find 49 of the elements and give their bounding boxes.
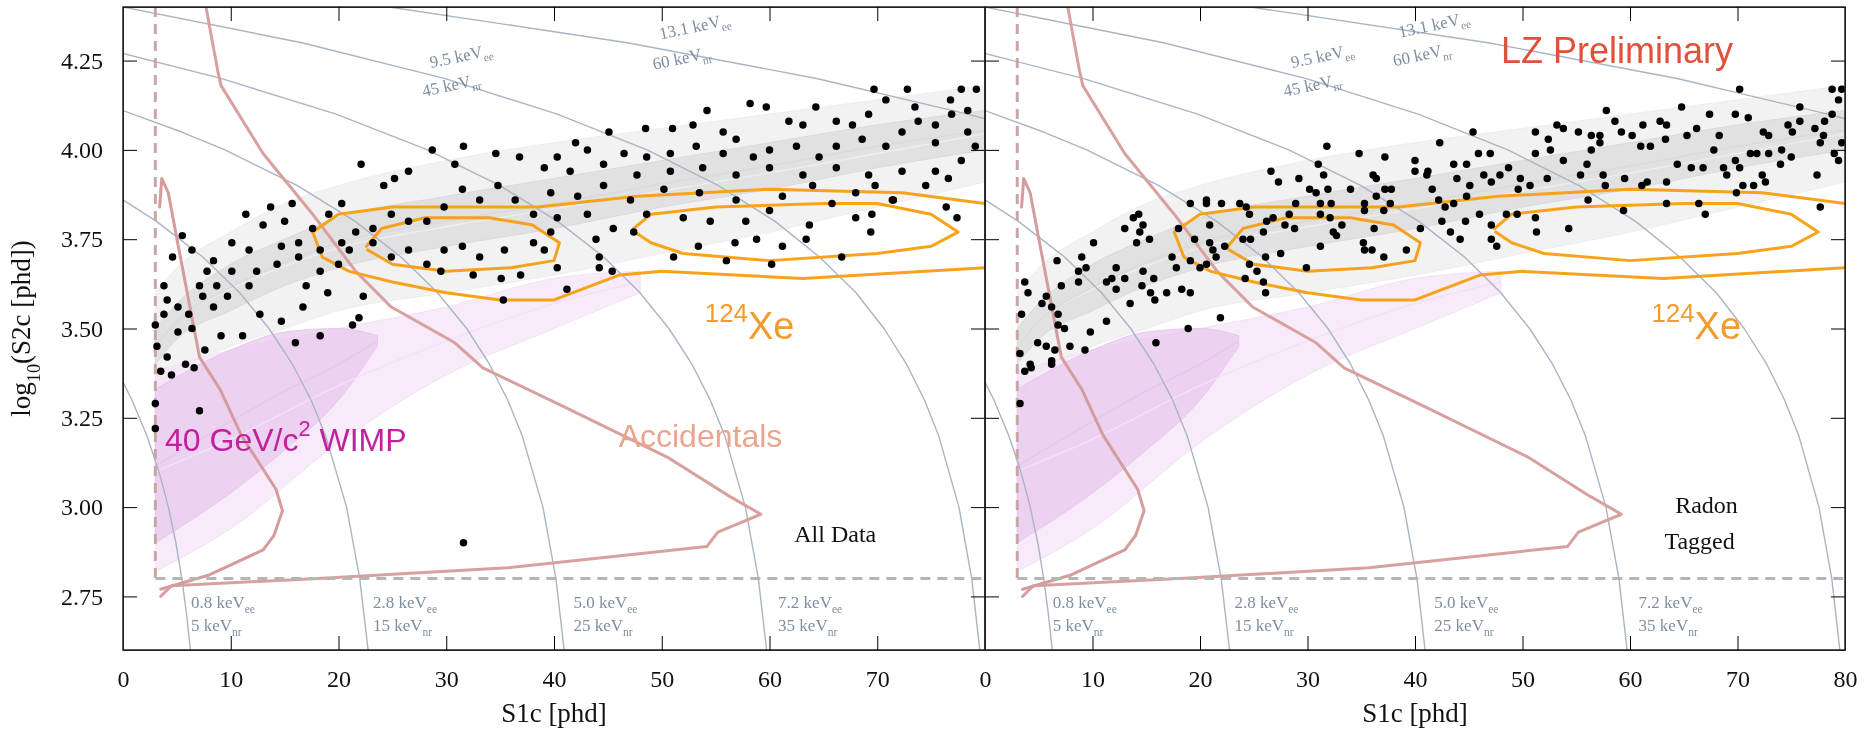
y-tick-label: 2.75 xyxy=(61,583,103,610)
annotation: Radon xyxy=(1675,491,1738,518)
x-tick-label: 70 xyxy=(1726,666,1750,693)
annotation: 35 keV$_{nr}$ xyxy=(778,615,838,639)
annotation: All Data xyxy=(794,520,877,547)
x-tick-label: 80 xyxy=(1833,666,1858,693)
annotation: $^{124}$Xe xyxy=(1651,298,1742,347)
annotation: 15 keV$_{nr}$ xyxy=(372,615,433,639)
annotation: Tagged xyxy=(1664,527,1735,554)
x-tick-label: 0 xyxy=(979,666,992,693)
annotation: 2.8 keV$_{ee}$ xyxy=(1234,592,1299,616)
annotation: 0.8 keV$_{ee}$ xyxy=(190,592,255,616)
annotation: 15 keV$_{nr}$ xyxy=(1234,615,1294,639)
annotation: 5 keV$_{nr}$ xyxy=(190,615,242,639)
x-tick-label: 40 xyxy=(1403,666,1428,693)
annotation: 40 GeV/c$^{2}$ WIMP xyxy=(165,416,407,459)
annotation: LZ Preliminary xyxy=(1501,29,1734,71)
x-axis-title: S1c [phd] xyxy=(1362,698,1468,728)
annotation: 0.8 keV$_{ee}$ xyxy=(1052,592,1117,616)
x-tick-label: 50 xyxy=(650,666,675,693)
x-tick-label: 60 xyxy=(1618,666,1643,693)
x-tick-label: 20 xyxy=(1188,666,1213,693)
x-tick-label: 10 xyxy=(1081,666,1105,693)
x-tick-label: 60 xyxy=(758,666,782,693)
annotation: 7.2 keV$_{ee}$ xyxy=(1638,592,1703,616)
x-tick-label: 0 xyxy=(117,666,130,693)
x-tick-label: 30 xyxy=(1296,666,1320,693)
x-tick-label: 30 xyxy=(434,666,459,693)
x-tick-label: 50 xyxy=(1511,666,1535,693)
annotation: 7.2 keV$_{ee}$ xyxy=(778,592,843,616)
y-tick-label: 3.00 xyxy=(61,494,103,521)
annotation: 2.8 keV$_{ee}$ xyxy=(372,592,438,616)
annotation: 5 keV$_{nr}$ xyxy=(1052,615,1104,639)
annotation: 25 keV$_{nr}$ xyxy=(1434,615,1494,639)
y-tick-label: 3.75 xyxy=(61,226,103,253)
x-tick-label: 10 xyxy=(219,666,244,693)
x-tick-label: 70 xyxy=(865,666,890,693)
annotation: 5.0 keV$_{ee}$ xyxy=(573,592,638,616)
x-tick-label: 40 xyxy=(542,666,567,693)
y-tick-label: 3.50 xyxy=(61,315,103,342)
y-tick-label: 3.25 xyxy=(61,404,103,431)
y-tick-label: 4.00 xyxy=(61,137,103,164)
annotation: 35 keV$_{nr}$ xyxy=(1638,615,1698,639)
x-tick-label: 20 xyxy=(327,666,351,693)
annotation: $^{124}$Xe xyxy=(704,298,795,347)
annotation: 25 keV$_{nr}$ xyxy=(573,615,633,639)
x-axis-title: S1c [phd] xyxy=(501,698,607,728)
y-tick-label: 4.25 xyxy=(61,47,103,74)
annotation: 5.0 keV$_{ee}$ xyxy=(1434,592,1499,616)
